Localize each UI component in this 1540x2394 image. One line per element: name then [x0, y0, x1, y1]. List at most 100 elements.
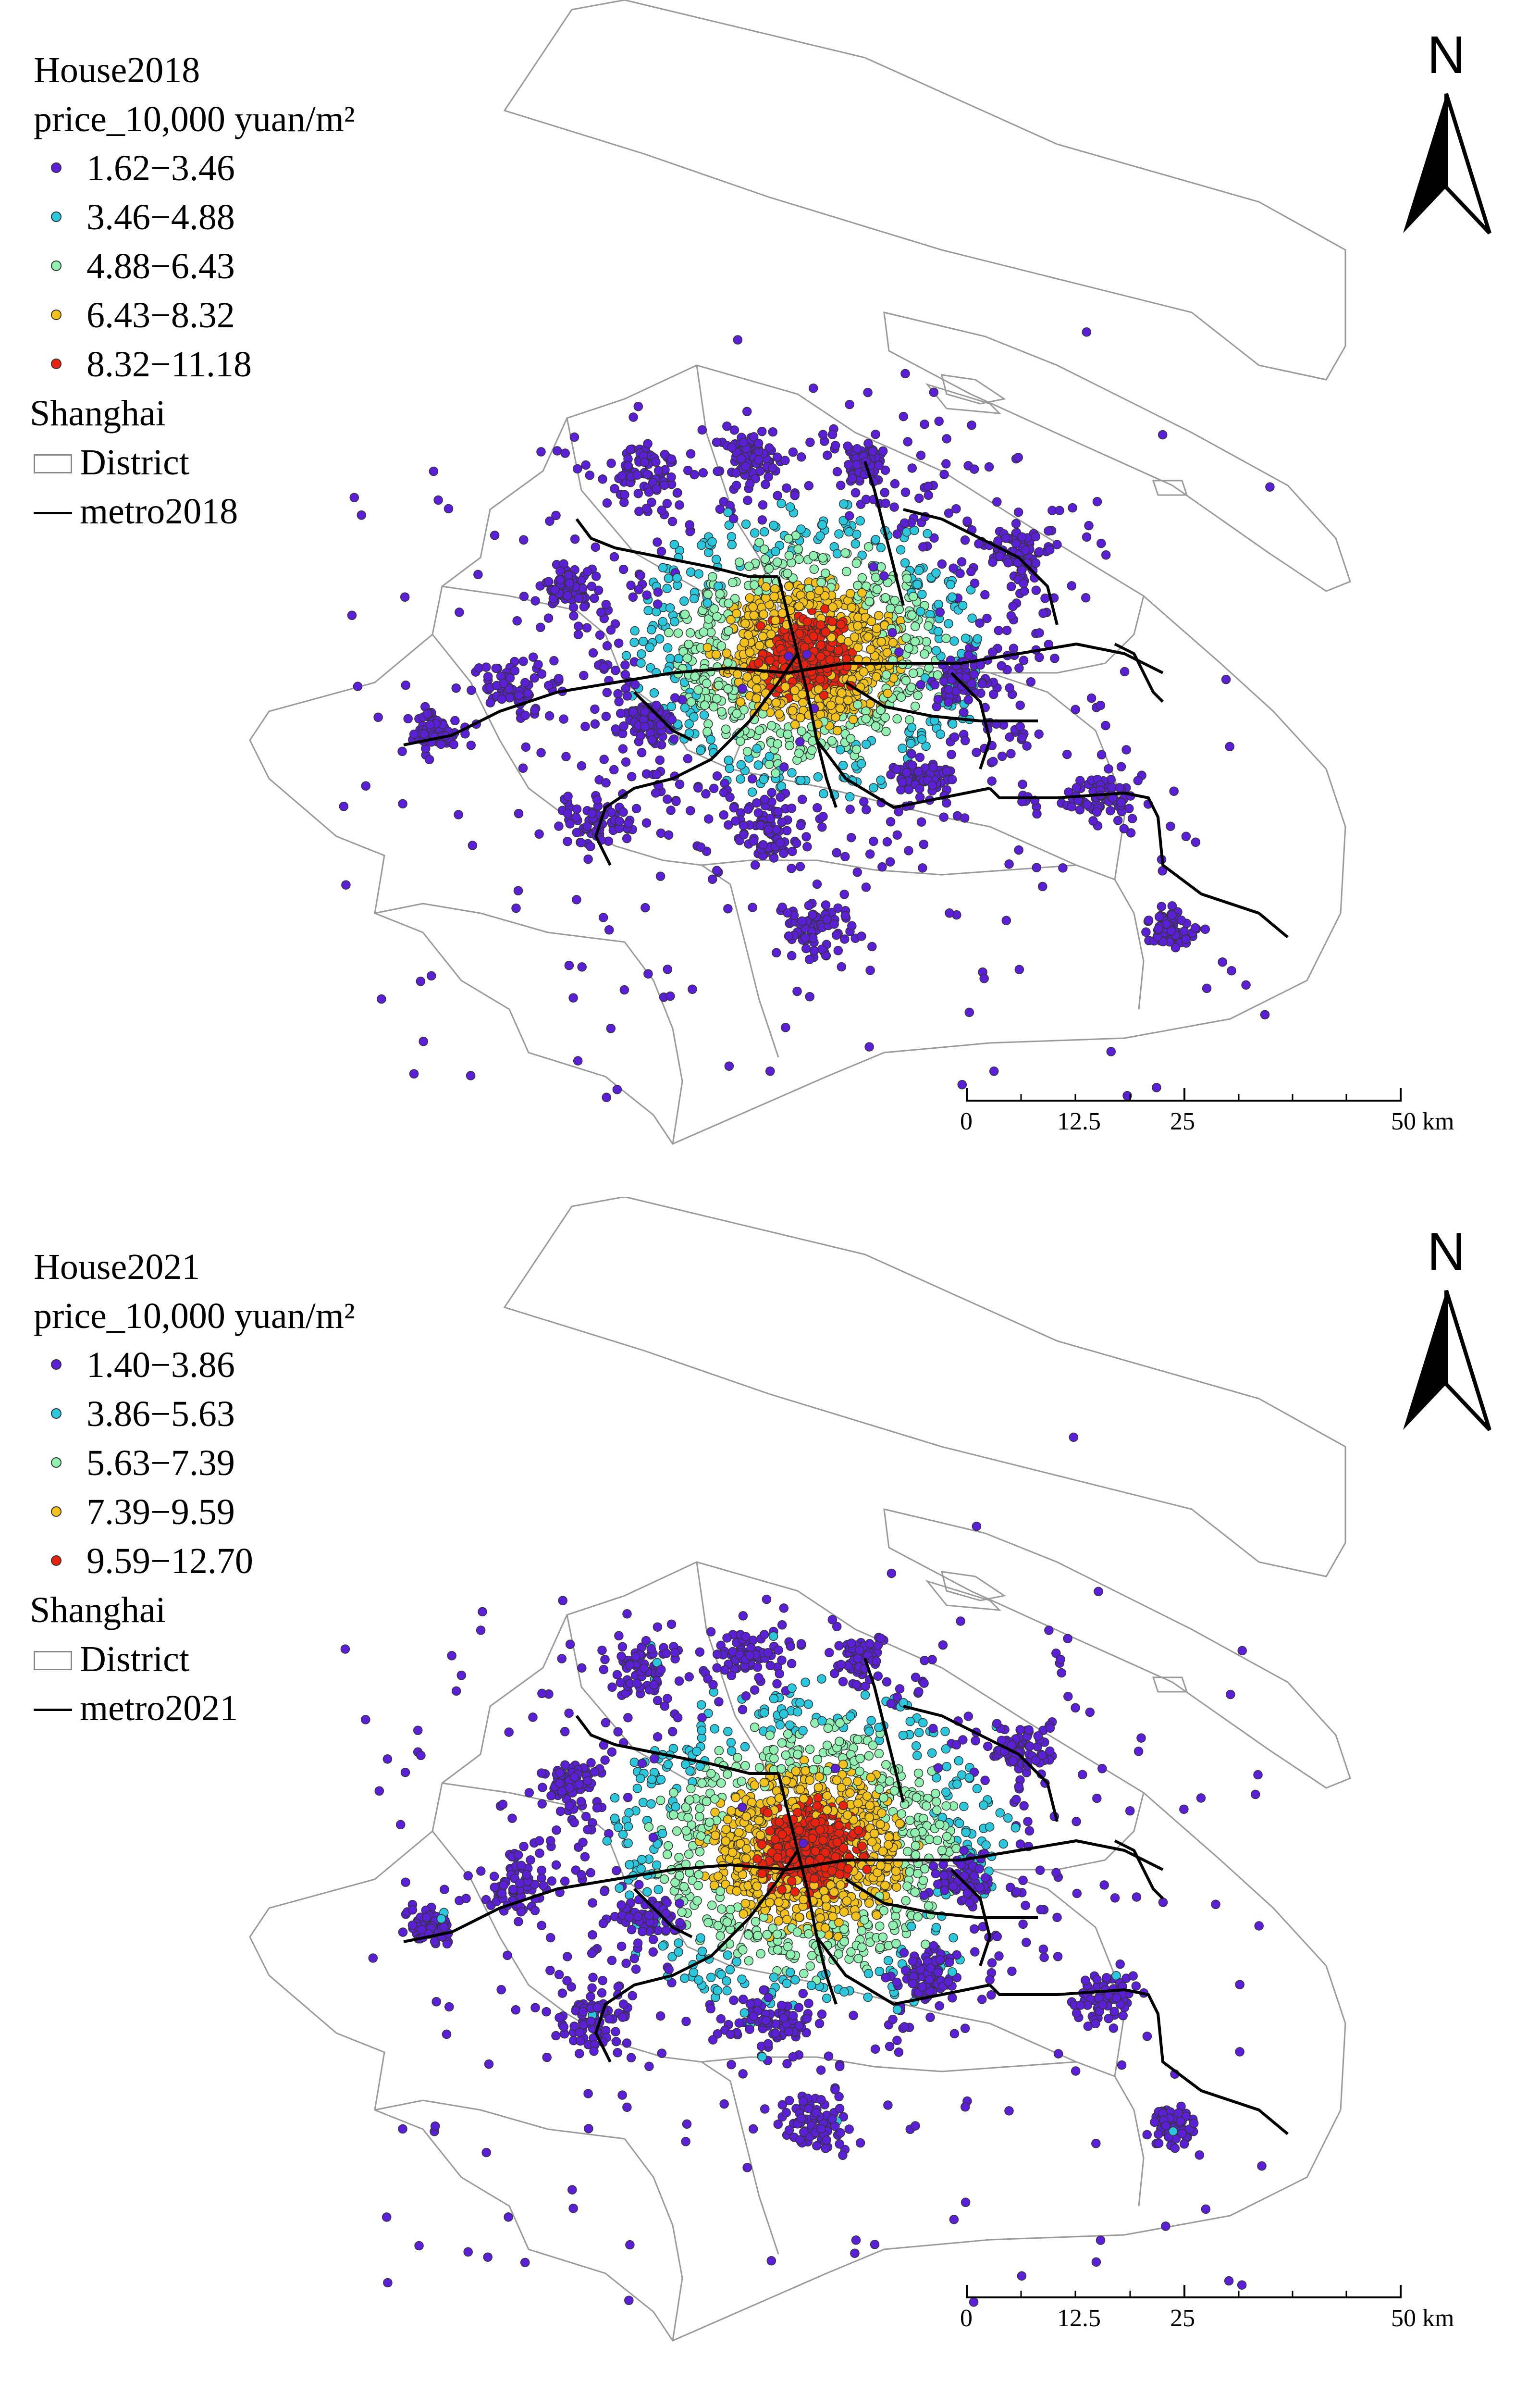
house-point: [599, 662, 609, 672]
house-point: [818, 812, 828, 821]
house-point: [795, 862, 805, 871]
house-point: [617, 471, 627, 481]
house-point: [592, 795, 602, 805]
house-point: [698, 468, 708, 478]
house-point: [1092, 1793, 1102, 1803]
house-point: [736, 736, 745, 746]
house-point: [715, 504, 725, 514]
house-point: [993, 536, 1003, 546]
house-point: [894, 605, 904, 614]
house-point: [836, 745, 845, 755]
house-point: [638, 636, 648, 646]
house-point: [975, 618, 985, 628]
house-point: [880, 465, 890, 475]
house-point: [583, 854, 593, 864]
house-point: [853, 621, 862, 631]
house-point: [652, 484, 661, 494]
house-point: [949, 2029, 960, 2039]
house-point: [1062, 749, 1072, 759]
house-point: [684, 719, 694, 729]
house-point: [931, 568, 941, 578]
house-point: [932, 1805, 942, 1815]
house-point: [792, 986, 802, 996]
house-point: [683, 465, 693, 475]
house-point: [683, 754, 693, 764]
house-point: [877, 862, 887, 872]
house-point: [619, 721, 628, 731]
house-point: [775, 1720, 785, 1730]
house-point: [859, 667, 869, 677]
house-point: [1141, 927, 1151, 937]
house-point: [685, 1795, 695, 1805]
house-point: [883, 1956, 893, 1965]
house-point: [726, 1905, 736, 1914]
house-point: [1058, 863, 1068, 873]
house-point: [762, 1594, 772, 1604]
house-point: [935, 607, 945, 617]
house-point: [1036, 1905, 1046, 1915]
house-point: [756, 1949, 765, 1959]
house-point: [933, 1836, 942, 1845]
house-point: [918, 1718, 928, 1728]
house-point: [635, 1774, 645, 1783]
house-point: [533, 659, 543, 670]
house-point: [949, 636, 959, 646]
house-point: [574, 594, 584, 603]
scale-bar-line: [966, 1088, 1402, 1102]
house-point: [809, 632, 818, 641]
house-point: [1024, 1826, 1035, 1836]
house-point: [757, 515, 767, 525]
house-point: [1116, 797, 1126, 807]
house-point: [851, 530, 862, 539]
house-point: [744, 1956, 754, 1966]
house-point: [915, 784, 924, 794]
house-point: [731, 1793, 740, 1802]
house-point: [1004, 859, 1014, 869]
house-point: [845, 1711, 855, 1721]
house-point: [600, 1886, 609, 1897]
house-point: [505, 673, 515, 683]
house-point: [709, 604, 719, 614]
scale-tick-label: 12.5: [1057, 1108, 1101, 1135]
house-point: [723, 1814, 733, 1824]
house-point: [1021, 1900, 1030, 1910]
house-point: [916, 607, 925, 617]
house-point: [1022, 1937, 1031, 1947]
house-point: [895, 1684, 905, 1694]
house-point: [571, 812, 581, 822]
house-point: [1181, 934, 1191, 944]
house-point: [875, 1921, 885, 1931]
house-point: [339, 802, 349, 811]
house-point: [765, 655, 775, 665]
house-point: [927, 1748, 937, 1758]
house-point: [602, 641, 612, 651]
house-point: [618, 564, 628, 574]
house-point: [702, 727, 712, 737]
district-boundary: [431, 1831, 567, 2015]
house-point: [969, 464, 979, 474]
house-point: [912, 1792, 922, 1802]
house-point: [888, 638, 898, 647]
house-point: [785, 741, 795, 750]
house-point: [970, 1947, 980, 1957]
house-point: [832, 726, 842, 735]
house-point: [1051, 1868, 1061, 1878]
house-point: [706, 1627, 716, 1637]
scale-tick-label: 0: [960, 1108, 973, 1135]
house-point: [851, 558, 862, 568]
house-point: [1094, 1587, 1103, 1597]
house-point: [1053, 1952, 1063, 1961]
house-point: [732, 608, 741, 619]
house-point: [724, 520, 734, 530]
house-point: [779, 1603, 789, 1613]
house-point: [710, 1724, 720, 1734]
house-point: [898, 1730, 908, 1740]
metro-line: [863, 461, 905, 606]
house-point: [473, 570, 483, 580]
house-point: [794, 1825, 804, 1836]
house-point: [706, 2004, 715, 2014]
house-point: [534, 1836, 544, 1846]
house-point: [723, 1726, 733, 1737]
metro-line: [950, 671, 991, 769]
house-point: [573, 630, 583, 640]
